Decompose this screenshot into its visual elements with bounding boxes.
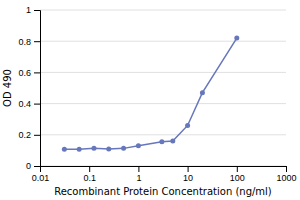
grid bbox=[40, 10, 286, 166]
tick-label: 10 bbox=[183, 173, 193, 183]
tick-label: 0.1 bbox=[83, 173, 96, 183]
grid-line bbox=[40, 103, 286, 104]
point bbox=[234, 36, 239, 41]
grid-line bbox=[40, 72, 286, 73]
tick-mark bbox=[34, 166, 40, 167]
point bbox=[62, 147, 67, 152]
tick-mark bbox=[138, 166, 139, 172]
tick: 0.6 bbox=[18, 68, 40, 78]
tick: 0.2 bbox=[18, 130, 40, 140]
point bbox=[91, 146, 96, 151]
tick-label: 0.01 bbox=[32, 173, 50, 183]
point bbox=[170, 139, 175, 144]
tick: 1 bbox=[136, 166, 141, 183]
tick-mark bbox=[89, 166, 90, 172]
tick-label: 0.2 bbox=[18, 130, 31, 140]
y-axis-title: OD 490 bbox=[2, 69, 13, 107]
point bbox=[106, 146, 111, 151]
tick: 0.01 bbox=[32, 166, 50, 183]
tick-mark bbox=[237, 166, 238, 172]
tick-label: 0.8 bbox=[18, 37, 31, 47]
series bbox=[62, 36, 239, 152]
tick: 100 bbox=[230, 166, 245, 183]
tick-mark bbox=[34, 10, 40, 11]
point bbox=[159, 139, 164, 144]
x-axis: 0.01 0.1 1 10 100 1000 bbox=[32, 166, 297, 183]
point bbox=[121, 146, 126, 151]
plot: 0.01 0.1 1 10 100 1000 0 0.2 0.4 0.6 0.8 1 bbox=[18, 5, 296, 183]
tick-mark bbox=[34, 104, 40, 105]
tick: 0 bbox=[26, 161, 40, 171]
tick-mark bbox=[34, 41, 40, 42]
tick-mark bbox=[188, 166, 189, 172]
tick: 1000 bbox=[276, 166, 296, 183]
axis-line bbox=[41, 167, 287, 173]
grid-line bbox=[40, 10, 286, 11]
axis-line bbox=[34, 11, 41, 167]
tick-label: 1 bbox=[26, 5, 31, 15]
tick-label: 1000 bbox=[276, 173, 296, 183]
point bbox=[200, 90, 205, 95]
tick: 0.1 bbox=[83, 166, 96, 183]
y-axis: 0 0.2 0.4 0.6 0.8 1 bbox=[18, 5, 40, 171]
chart: 0.01 0.1 1 10 100 1000 0 0.2 0.4 0.6 0.8 1 Recombina… bbox=[0, 0, 300, 200]
grid-line bbox=[40, 134, 286, 135]
tick: 0.8 bbox=[18, 37, 40, 47]
line bbox=[64, 38, 236, 149]
tick-label: 1 bbox=[136, 173, 141, 183]
tick-label: 100 bbox=[230, 173, 245, 183]
tick: 0.4 bbox=[18, 99, 40, 109]
tick-mark bbox=[34, 72, 40, 73]
point bbox=[136, 143, 141, 148]
point bbox=[185, 123, 190, 128]
tick-label: 0.4 bbox=[18, 99, 31, 109]
point bbox=[77, 147, 82, 152]
tick-label: 0 bbox=[26, 161, 31, 171]
tick-label: 0.6 bbox=[18, 68, 31, 78]
tick: 1 bbox=[26, 5, 40, 15]
tick-mark bbox=[34, 135, 40, 136]
tick-mark bbox=[286, 166, 287, 172]
tick: 10 bbox=[183, 166, 193, 183]
x-axis-title: Recombinant Protein Concentration (ng/ml… bbox=[54, 186, 272, 197]
grid-line bbox=[40, 41, 286, 42]
